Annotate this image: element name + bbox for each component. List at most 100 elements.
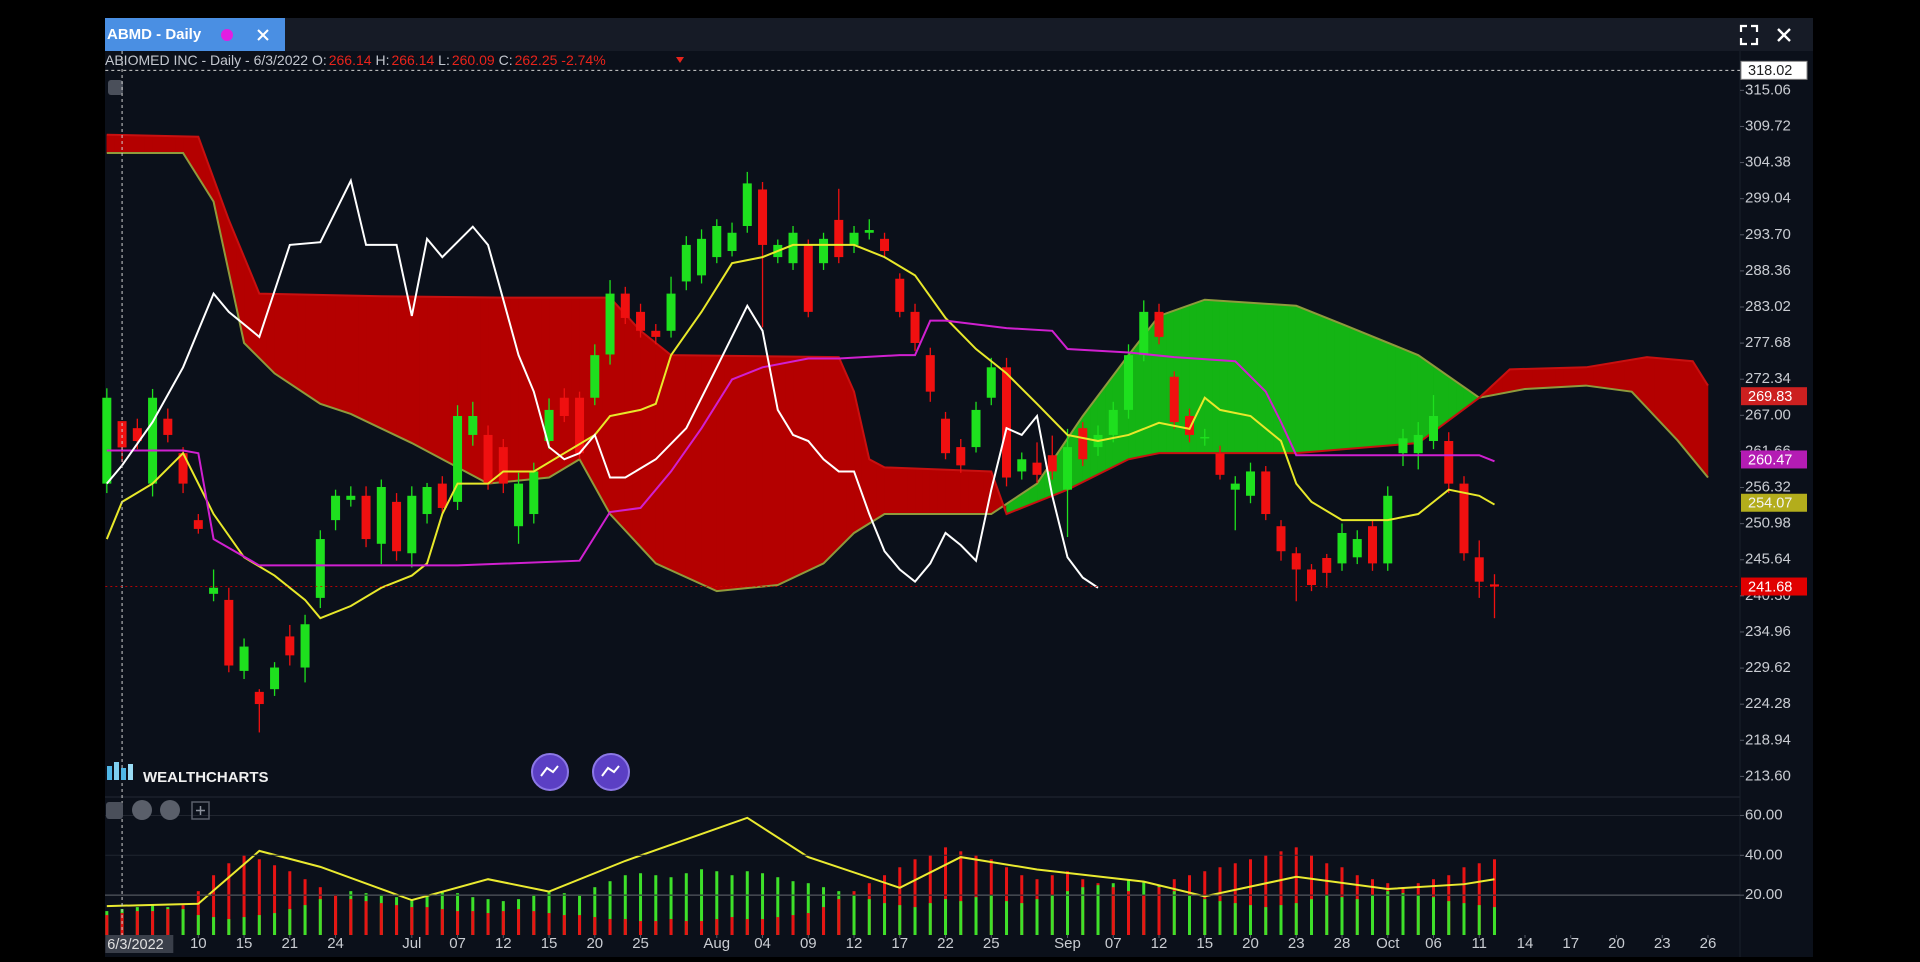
histogram-bar (501, 911, 505, 935)
histogram-bar (1462, 867, 1466, 935)
x-tick-label: 26 (1700, 935, 1717, 952)
candle-body (331, 495, 341, 521)
cloud-fill (365, 295, 374, 426)
logo-bar (107, 766, 112, 780)
x-tick-label: 17 (1562, 935, 1579, 952)
cloud-fill (472, 297, 481, 481)
histogram-bar (440, 909, 444, 935)
tab[interactable]: ABMD - Daily (105, 18, 285, 51)
candle-body (834, 219, 844, 258)
x-tick-label: 10 (190, 935, 207, 952)
cloud-fill (1364, 332, 1373, 448)
histogram-bar (425, 907, 429, 935)
plus-icon (196, 806, 205, 815)
histogram-bar (623, 875, 627, 935)
tool-button[interactable] (592, 753, 630, 791)
cloud-fill (342, 295, 352, 415)
indicator-up[interactable] (160, 800, 180, 820)
cloud-fill (1440, 370, 1450, 427)
y-tick-label: 293.70 (1745, 226, 1791, 243)
drawing-buttons (531, 753, 630, 791)
histogram-bar (1218, 901, 1222, 935)
cloud-fill (403, 296, 413, 444)
tab-title[interactable]: ABMD - Daily (107, 26, 202, 43)
histogram-bar (1233, 903, 1237, 935)
tab-close[interactable] (257, 29, 269, 41)
histogram-bar (1249, 905, 1253, 935)
histogram-bar (273, 913, 277, 935)
candle-body (895, 278, 905, 312)
cloud-fill (640, 330, 649, 556)
candle-body (1367, 526, 1377, 564)
panel-icon[interactable] (108, 80, 123, 95)
candle-body (1322, 557, 1332, 573)
x-tick-label: 12 (846, 935, 863, 952)
cloud-fill (1593, 364, 1602, 388)
candle-body (575, 397, 585, 454)
indicator-down[interactable] (132, 800, 152, 820)
x-tick-label: 20 (586, 935, 603, 952)
histogram-bar (1188, 895, 1192, 935)
histogram-bar (227, 863, 231, 935)
y-tick-label: 267.00 (1745, 406, 1791, 423)
y-tick-label: 40.00 (1745, 846, 1783, 863)
cloud-fill (785, 356, 794, 582)
cloud-fill (891, 467, 901, 515)
candle-body (1230, 483, 1240, 490)
candle-body (178, 453, 188, 484)
logo-text: WEALTHCHARTS (143, 769, 269, 786)
histogram-bar (806, 913, 810, 935)
candle-body (1291, 553, 1301, 570)
indicator-add[interactable] (191, 801, 210, 820)
cloud-fill (419, 296, 428, 452)
candle-body (681, 244, 691, 282)
cloud-fill (960, 469, 969, 515)
close-button[interactable] (1777, 28, 1791, 42)
cloud-fill (320, 294, 329, 407)
fullscreen-button[interactable] (1739, 24, 1759, 46)
candle-body (1169, 376, 1179, 423)
x-tick-label: 23 (1288, 935, 1305, 952)
y-tick-label: 229.62 (1745, 659, 1791, 676)
indicator-settings[interactable] (106, 802, 123, 819)
cloud-fill (731, 355, 740, 590)
candle-body (1428, 415, 1438, 442)
histogram-bar (1249, 859, 1253, 935)
cloud-fill (1509, 368, 1518, 393)
histogram-bar (242, 917, 246, 935)
cloud-fill (1616, 360, 1625, 391)
tool-button[interactable] (531, 753, 569, 791)
histogram-bar (349, 899, 353, 935)
candle-body (1124, 355, 1134, 410)
histogram-bar (669, 877, 673, 935)
histogram-bar (517, 909, 521, 935)
cloud-fill (945, 469, 954, 515)
histogram-bar (1127, 891, 1131, 935)
histogram-bar (410, 907, 414, 935)
candle-body (1261, 471, 1271, 515)
cloud-fill (685, 355, 695, 582)
y-tick-label: 309.72 (1745, 117, 1791, 134)
candle-body (1215, 453, 1225, 475)
cloud-fill (541, 297, 550, 479)
histogram-bar (196, 915, 200, 935)
cloud-fill (815, 356, 824, 568)
histogram-bar (288, 871, 292, 935)
cloud-fill (1417, 354, 1427, 444)
candle-body (1047, 455, 1057, 472)
candle-body (224, 599, 234, 666)
cloud-fill (899, 467, 908, 515)
candle-body (361, 495, 371, 540)
cloud-fill (441, 296, 451, 464)
histogram-bar (1431, 897, 1435, 935)
price-tags: 318.02 6/3/2022 269.83 260.47 254.07 241.68 (105, 51, 1808, 953)
cloud-fill (121, 134, 130, 154)
histogram-bar (1355, 899, 1359, 935)
indicator-line (106, 319, 1495, 567)
cloud-fill (1349, 326, 1358, 450)
crosshair-price-box (1740, 60, 1808, 80)
x-tick-label: 15 (1196, 935, 1213, 952)
candle-body (636, 311, 646, 331)
tab-background[interactable] (105, 18, 285, 51)
x-tick-label: 12 (495, 935, 512, 952)
